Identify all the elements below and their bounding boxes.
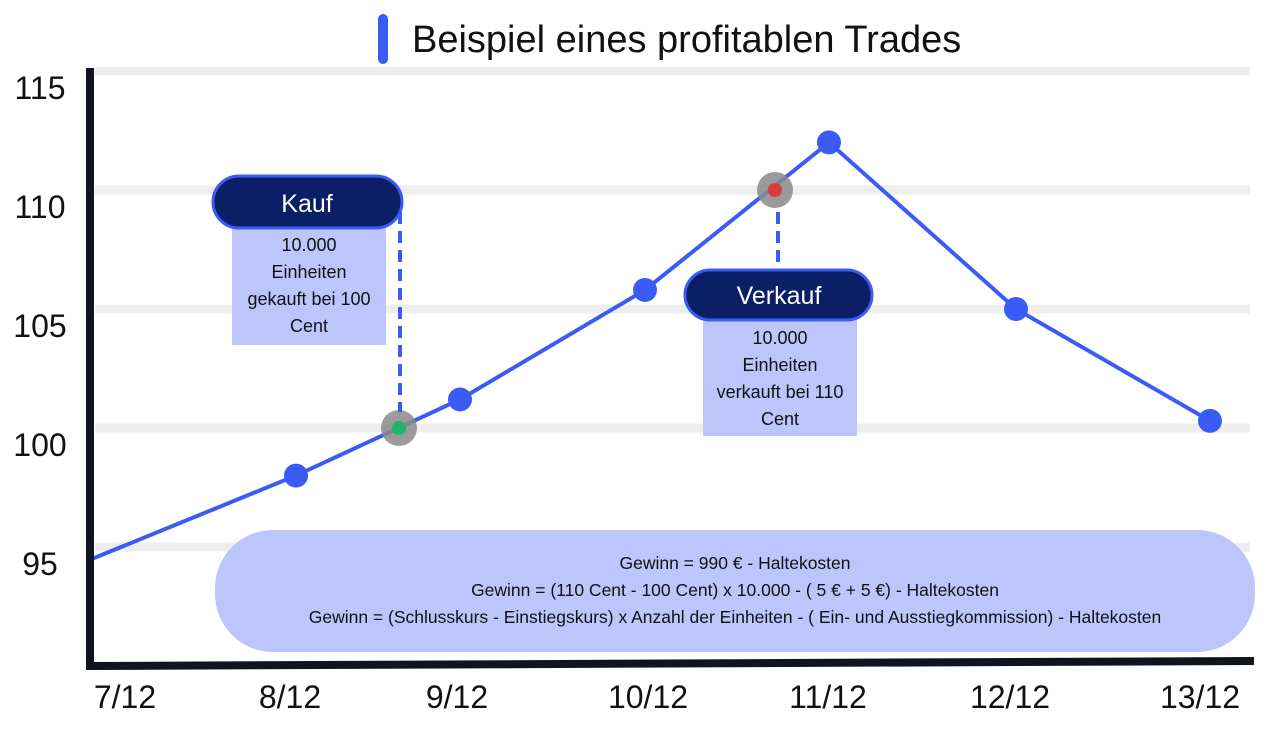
sell-annotation: 10.000 Einheiten verkauft bei 110 Cent Verka… [683, 172, 874, 436]
y-tick-label: 110 [14, 189, 65, 225]
x-tick-labels: 7/12 8/12 9/12 10/12 11/12 12/12 13/12 [94, 679, 1240, 715]
sell-info-text: Cent [761, 409, 799, 429]
x-tick-label: 13/12 [1160, 679, 1240, 715]
sell-info-text: verkauft bei 110 [717, 382, 844, 402]
sell-point [768, 183, 782, 197]
x-tick-label: 12/12 [970, 679, 1050, 715]
profit-formula: Gewinn = 990 € - Haltekosten Gewinn = (11… [215, 530, 1255, 652]
y-tick-label: 115 [14, 70, 65, 106]
x-tick-label: 10/12 [608, 679, 688, 715]
x-tick-label: 7/12 [94, 679, 156, 715]
buy-annotation: 10.000 Einheiten gekauft bei 100 Cent Kauf [211, 174, 417, 446]
data-point [284, 463, 308, 488]
sell-label: Verkauf [737, 282, 822, 310]
y-tick-label: 100 [13, 427, 66, 463]
sell-info-box [703, 313, 857, 436]
data-point [817, 130, 841, 155]
x-tick-label: 9/12 [426, 679, 488, 715]
sell-info-text: 10.000 [752, 328, 807, 348]
buy-info-text: Cent [290, 316, 328, 336]
data-point [1198, 408, 1222, 433]
x-axis [85, 657, 1255, 670]
formula-line: Gewinn = (Schlusskurs - Einstiegskurs) x… [309, 607, 1162, 627]
formula-box [215, 530, 1255, 652]
data-point [633, 277, 657, 302]
formula-line: Gewinn = (110 Cent - 100 Cent) x 10.000 … [471, 580, 999, 600]
price-series [91, 130, 1222, 561]
title-marker [378, 14, 388, 64]
buy-info-box [232, 220, 386, 345]
data-point [1004, 297, 1028, 321]
buy-point [392, 421, 406, 435]
y-tick-labels: 95 100 105 110 115 [13, 70, 66, 582]
data-point [448, 387, 472, 412]
chart-title: Beispiel eines profitablen Trades [412, 19, 961, 61]
buy-label-pill [211, 174, 404, 230]
x-tick-label: 8/12 [259, 679, 321, 715]
sell-info-text: Einheiten [742, 355, 817, 375]
buy-info-text: gekauft bei 100 [247, 289, 370, 309]
sell-label-pill [683, 268, 874, 322]
y-tick-label: 95 [22, 546, 58, 582]
buy-info-text: Einheiten [271, 262, 346, 282]
formula-line: Gewinn = 990 € - Haltekosten [619, 553, 850, 573]
buy-label: Kauf [281, 190, 332, 218]
y-tick-label: 105 [13, 308, 66, 344]
x-tick-label: 11/12 [789, 679, 867, 715]
buy-info-text: 10.000 [281, 235, 336, 255]
